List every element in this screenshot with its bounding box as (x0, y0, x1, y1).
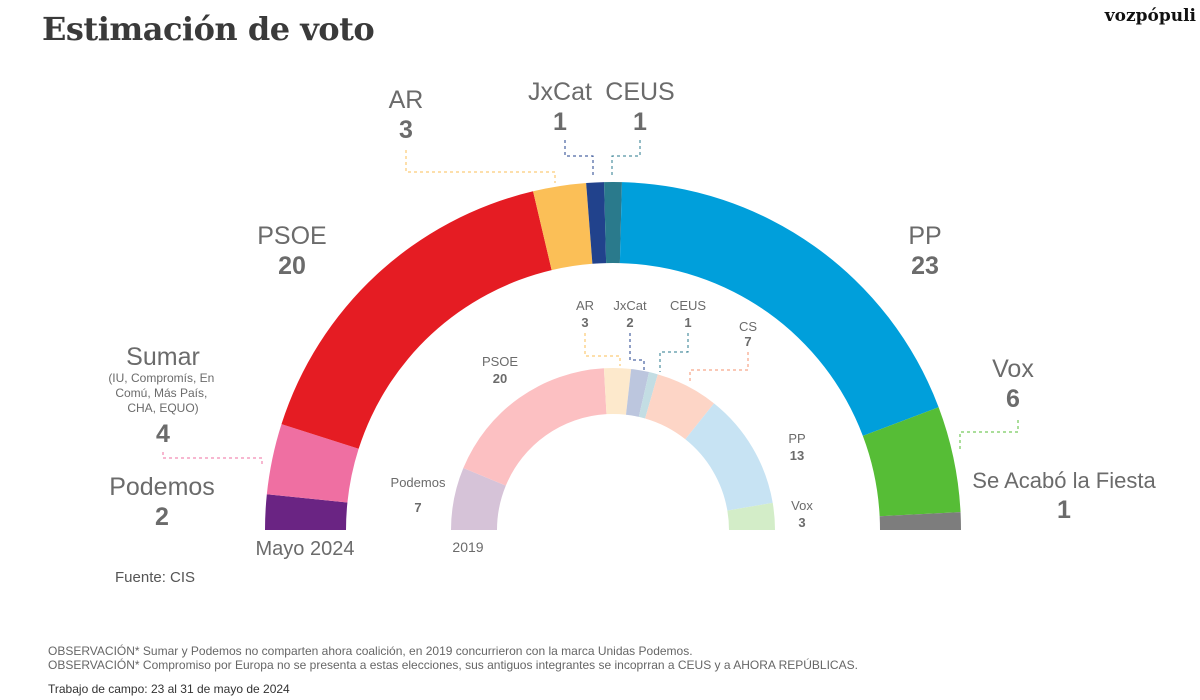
note-sumar-line-3: CHA, EQUO) (127, 401, 198, 415)
label-pp: PP (908, 222, 941, 250)
label-psoe: PSOE (257, 222, 326, 250)
brand-logo: vozpópuli (1104, 6, 1196, 26)
inner-arc-pp (685, 403, 773, 511)
label-inner-vox: Vox (791, 498, 813, 513)
value-inner-vox: 3 (798, 515, 805, 530)
outer-arc-se-acabo-la-fiesta (879, 512, 961, 530)
leader-lines (162, 140, 1019, 465)
inner-hemicycle (451, 367, 775, 530)
leader-line-jxcat (564, 140, 594, 178)
source-note: Fuente: CIS (115, 569, 196, 586)
inner-arc-ar (603, 367, 632, 415)
label-podemos: Podemos (109, 473, 215, 501)
caption-mayo-2024: Mayo 2024 (256, 538, 355, 560)
inner-arc-cs (645, 374, 715, 440)
hemicycle-chart: AR 3 JxCat 1 CEUS 1 PSOE 20 PP 23 Sumar … (108, 78, 1156, 560)
value-inner-jxcat: 2 (626, 315, 633, 330)
chart-title: Estimación de voto (42, 10, 375, 48)
value-inner-cs: 7 (744, 334, 751, 349)
value-se-acabo-la-fiesta: 1 (1057, 496, 1071, 524)
label-sumar: Sumar (126, 343, 200, 371)
leader-line-inner-ceus (659, 333, 689, 372)
outer-arc-ar (533, 183, 593, 271)
inner-arc-jxcat (625, 369, 650, 417)
label-inner-pp: PP (788, 431, 805, 446)
label-inner-podemos: Podemos (391, 475, 446, 490)
value-ceus: 1 (633, 108, 647, 136)
value-jxcat: 1 (553, 108, 567, 136)
outer-arc-ceus (604, 181, 622, 264)
label-inner-cs: CS (739, 319, 757, 334)
observation-2: OBSERVACIÓN* Compromiso por Europa no se… (48, 658, 858, 672)
value-inner-ceus: 1 (684, 315, 691, 330)
label-se-acabo-la-fiesta: Se Acabó la Fiesta (972, 468, 1156, 493)
value-inner-ar: 3 (581, 315, 588, 330)
value-ar: 3 (399, 116, 413, 144)
inner-arc-ceus (638, 372, 658, 419)
value-podemos: 2 (155, 503, 169, 531)
leader-line-inner-jxcat (629, 333, 645, 372)
inner-arc-vox (727, 502, 775, 530)
leader-line-inner-cs (689, 352, 749, 382)
note-sumar-line-1: (IU, Compromís, En (108, 371, 214, 385)
leader-line-sumar (162, 452, 263, 465)
outer-hemicycle (265, 181, 961, 530)
value-sumar: 4 (156, 420, 170, 448)
inner-arc-podemos (451, 468, 506, 530)
leader-line-ar (405, 150, 556, 183)
value-pp: 23 (911, 252, 939, 280)
outer-arc-pp (619, 182, 939, 436)
outer-arc-podemos (265, 494, 348, 530)
label-jxcat: JxCat (528, 78, 592, 106)
label-inner-ar: AR (576, 298, 594, 313)
label-inner-psoe: PSOE (482, 354, 518, 369)
outer-arc-psoe (281, 191, 552, 449)
leader-line-ceus (611, 140, 641, 178)
value-inner-podemos: 7 (414, 500, 421, 515)
value-vox: 6 (1006, 385, 1020, 413)
leader-line-inner-ar (584, 333, 621, 366)
note-sumar-line-2: Comú, Más País, (115, 386, 207, 400)
inner-arc-psoe (463, 368, 607, 486)
outer-arc-jxcat (586, 182, 607, 264)
value-inner-psoe: 20 (493, 371, 507, 386)
value-psoe: 20 (278, 252, 306, 280)
leader-line-vox (959, 420, 1019, 450)
note-sumar: (IU, Compromís, En Comú, Más País, CHA, … (108, 371, 217, 415)
label-ceus: CEUS (605, 78, 674, 106)
value-inner-pp: 13 (790, 448, 804, 463)
caption-2019: 2019 (452, 539, 483, 555)
outer-arc-sumar (266, 424, 359, 503)
label-inner-ceus: CEUS (670, 298, 706, 313)
label-inner-jxcat: JxCat (613, 298, 647, 313)
outer-arc-vox (862, 407, 961, 517)
label-ar: AR (389, 86, 424, 114)
observation-1: OBSERVACIÓN* Sumar y Podemos no comparte… (48, 644, 693, 658)
label-vox: Vox (992, 355, 1034, 383)
fieldwork-dates: Trabajo de campo: 23 al 31 de mayo de 20… (48, 682, 290, 696)
